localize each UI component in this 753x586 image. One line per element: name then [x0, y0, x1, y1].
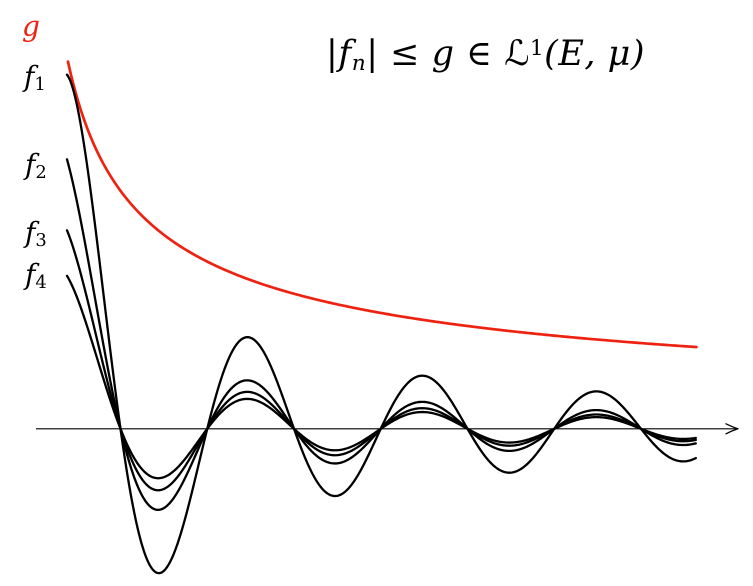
- label-f4-sub: 4: [35, 271, 47, 293]
- label-g: g: [22, 10, 40, 43]
- f3-curve: [65, 229, 697, 492]
- title-formula: |fn| ≤ g ∈ ℒ1(E, μ): [326, 33, 646, 76]
- label-f1: f1: [24, 60, 46, 95]
- label-f2: f2: [25, 148, 47, 183]
- f2-curve: [65, 158, 697, 512]
- f4-curve: [65, 274, 697, 480]
- label-f4-base: f: [25, 258, 36, 291]
- g-curve: [66, 60, 698, 349]
- label-f2-sub: 2: [35, 161, 47, 183]
- f1-curve: [65, 73, 697, 575]
- formula-seg3: (E, μ): [544, 34, 646, 74]
- formula-seg1: |f: [326, 34, 352, 74]
- label-f1-base: f: [24, 60, 35, 93]
- label-f3-sub: 3: [35, 229, 47, 251]
- label-f2-base: f: [25, 148, 36, 181]
- formula-sup-1: 1: [529, 36, 545, 62]
- label-f3: f3: [25, 216, 47, 251]
- x-axis-arrowhead-icon: [725, 423, 739, 435]
- label-f3-base: f: [25, 216, 36, 249]
- label-f1-sub: 1: [34, 73, 46, 95]
- formula-seg2: | ≤ g ∈ ℒ: [366, 34, 530, 74]
- formula-sub-n: n: [351, 50, 367, 76]
- label-f4: f4: [25, 258, 47, 293]
- label-g-text: g: [22, 10, 40, 43]
